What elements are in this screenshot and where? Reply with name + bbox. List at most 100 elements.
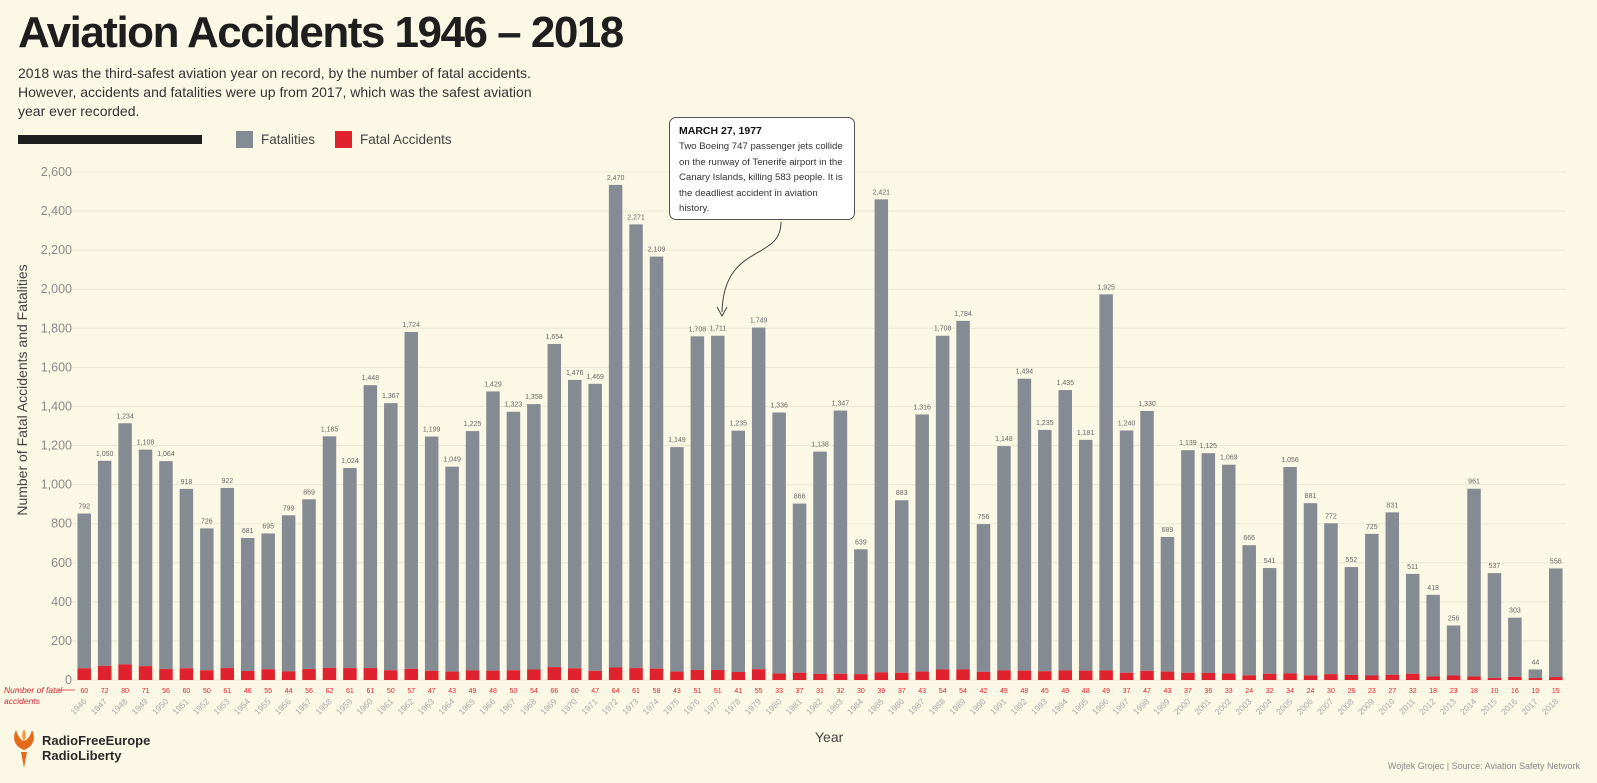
accidents-bar bbox=[711, 670, 725, 680]
x-tick-label: 2009 bbox=[1356, 696, 1377, 717]
x-tick-label: 1960 bbox=[354, 696, 375, 717]
fatalities-bar bbox=[547, 343, 562, 668]
accidents-data-label: 55 bbox=[755, 688, 763, 695]
fatalities-bar bbox=[159, 461, 173, 670]
accidents-bar bbox=[220, 668, 235, 680]
y-tick-label: 1,000 bbox=[41, 478, 72, 492]
accidents-bar bbox=[343, 668, 357, 680]
page-subtitle: 2018 was the third-safest aviation year … bbox=[18, 65, 532, 119]
x-tick-label: 1947 bbox=[89, 696, 110, 717]
fatalities-data-label: 799 bbox=[283, 505, 295, 512]
fatalities-bar bbox=[343, 468, 357, 669]
y-tick-label: 1,200 bbox=[41, 439, 72, 453]
accidents-data-label: 18 bbox=[1429, 688, 1437, 695]
fatalities-data-label: 1,235 bbox=[1036, 420, 1054, 427]
fatalities-bar bbox=[854, 549, 868, 675]
fatalities-data-label: 1,240 bbox=[1118, 420, 1136, 427]
accidents-bar bbox=[1242, 675, 1256, 680]
fatalities-data-label: 1,494 bbox=[1016, 369, 1034, 376]
accidents-bar bbox=[404, 668, 418, 680]
accidents-bar bbox=[1283, 673, 1297, 680]
accidents-data-label: 15 bbox=[1552, 688, 1560, 695]
accidents-data-label: 61 bbox=[223, 688, 231, 695]
x-tick-label: 1971 bbox=[579, 696, 600, 717]
x-tick-label: 2018 bbox=[1540, 696, 1561, 717]
accidents-data-label: 64 bbox=[612, 688, 620, 695]
fatalities-data-label: 639 bbox=[855, 539, 867, 546]
accidents-data-label: 58 bbox=[653, 688, 661, 695]
accidents-bar bbox=[179, 668, 194, 680]
accidents-data-label: 50 bbox=[387, 688, 395, 695]
x-tick-label: 1995 bbox=[1070, 696, 1091, 717]
x-tick-label: 1953 bbox=[211, 696, 232, 717]
x-tick-label: 2014 bbox=[1458, 696, 1479, 717]
x-tick-label: 1986 bbox=[886, 696, 907, 717]
decorative-bar bbox=[18, 135, 202, 144]
x-tick-label: 1974 bbox=[640, 696, 661, 717]
fatalities-bar bbox=[1528, 669, 1543, 679]
accidents-data-label: 72 bbox=[101, 688, 109, 695]
accidents-bar bbox=[506, 670, 521, 680]
accidents-data-label: 36 bbox=[1204, 688, 1212, 695]
accidents-data-label: 32 bbox=[837, 688, 845, 695]
x-tick-label: 2012 bbox=[1417, 696, 1438, 717]
accidents-data-label: 48 bbox=[1082, 688, 1090, 695]
fatalities-data-label: 1,234 bbox=[116, 413, 134, 420]
fatalities-data-label: 1,108 bbox=[137, 440, 155, 447]
x-tick-label: 1972 bbox=[600, 696, 621, 717]
fatalities-bar bbox=[118, 423, 132, 665]
accidents-data-label: 33 bbox=[775, 688, 783, 695]
fatalities-data-label: 2,421 bbox=[873, 189, 891, 196]
accidents-data-label: 61 bbox=[346, 688, 354, 695]
x-tick-label: 1991 bbox=[988, 696, 1009, 717]
fatalities-data-label: 1,050 bbox=[96, 451, 114, 458]
accidents-data-label: 80 bbox=[121, 688, 129, 695]
accidents-data-label: 42 bbox=[980, 688, 988, 695]
x-tick-label: 1963 bbox=[416, 696, 437, 717]
torch-logo-icon bbox=[14, 729, 34, 768]
accidents-data-label: 56 bbox=[162, 688, 170, 695]
accidents-data-label: 54 bbox=[939, 688, 947, 695]
fatalities-bar bbox=[506, 411, 521, 671]
page-title: Aviation Accidents 1946 – 2018 bbox=[18, 8, 624, 57]
accidents-data-label: 61 bbox=[632, 688, 640, 695]
fatalities-data-label: 1,708 bbox=[934, 326, 952, 333]
fatalities-bar bbox=[1140, 410, 1154, 671]
fatalities-data-label: 1,064 bbox=[157, 451, 175, 458]
fatalities-bar bbox=[486, 391, 500, 671]
accidents-bar bbox=[772, 673, 786, 680]
fatalities-data-label: 256 bbox=[1448, 615, 1460, 622]
accidents-bar bbox=[1058, 670, 1073, 680]
fatalities-data-label: 1,336 bbox=[770, 403, 788, 410]
fatalities-data-label: 1,199 bbox=[423, 427, 441, 434]
y-tick-label: 0 bbox=[65, 673, 72, 687]
accidents-data-label: 10 bbox=[1531, 688, 1539, 695]
x-tick-label: 1987 bbox=[906, 696, 927, 717]
fatalities-bar bbox=[1181, 450, 1195, 673]
accidents-bar bbox=[200, 670, 214, 680]
fatalities-data-label: 831 bbox=[1386, 502, 1398, 509]
fatalities-data-label: 1,711 bbox=[709, 326, 726, 333]
accidents-data-label: 43 bbox=[918, 688, 926, 695]
x-tick-label: 1957 bbox=[293, 696, 314, 717]
accidents-data-label: 49 bbox=[1061, 688, 1069, 695]
fatalities-data-label: 1,148 bbox=[995, 436, 1013, 443]
x-tick-label: 1966 bbox=[477, 696, 498, 717]
fatalities-data-label: 1,448 bbox=[362, 375, 380, 382]
accidents-bar bbox=[976, 671, 991, 680]
fatalities-bar bbox=[97, 460, 112, 666]
fatalities-data-label: 1,724 bbox=[402, 322, 420, 329]
accidents-bar bbox=[670, 671, 684, 680]
fatalities-bar bbox=[1222, 464, 1236, 674]
annotation-callout: MARCH 27, 1977 Two Boeing 747 passenger … bbox=[669, 117, 855, 220]
x-tick-label: 1978 bbox=[722, 696, 743, 717]
fatalities-data-label: 1,708 bbox=[689, 326, 707, 333]
fatalities-data-label: 2,470 bbox=[607, 175, 625, 182]
fatalities-data-label: 537 bbox=[1489, 563, 1501, 570]
accidents-data-label: 51 bbox=[693, 688, 701, 695]
source-credit: Wojtek Grojec | Source: Aviation Safety … bbox=[1387, 761, 1580, 771]
accidents-data-label: 47 bbox=[428, 688, 436, 695]
legend-label-fatalities: Fatalities bbox=[261, 132, 316, 147]
accidents-data-label: 16 bbox=[1511, 688, 1519, 695]
